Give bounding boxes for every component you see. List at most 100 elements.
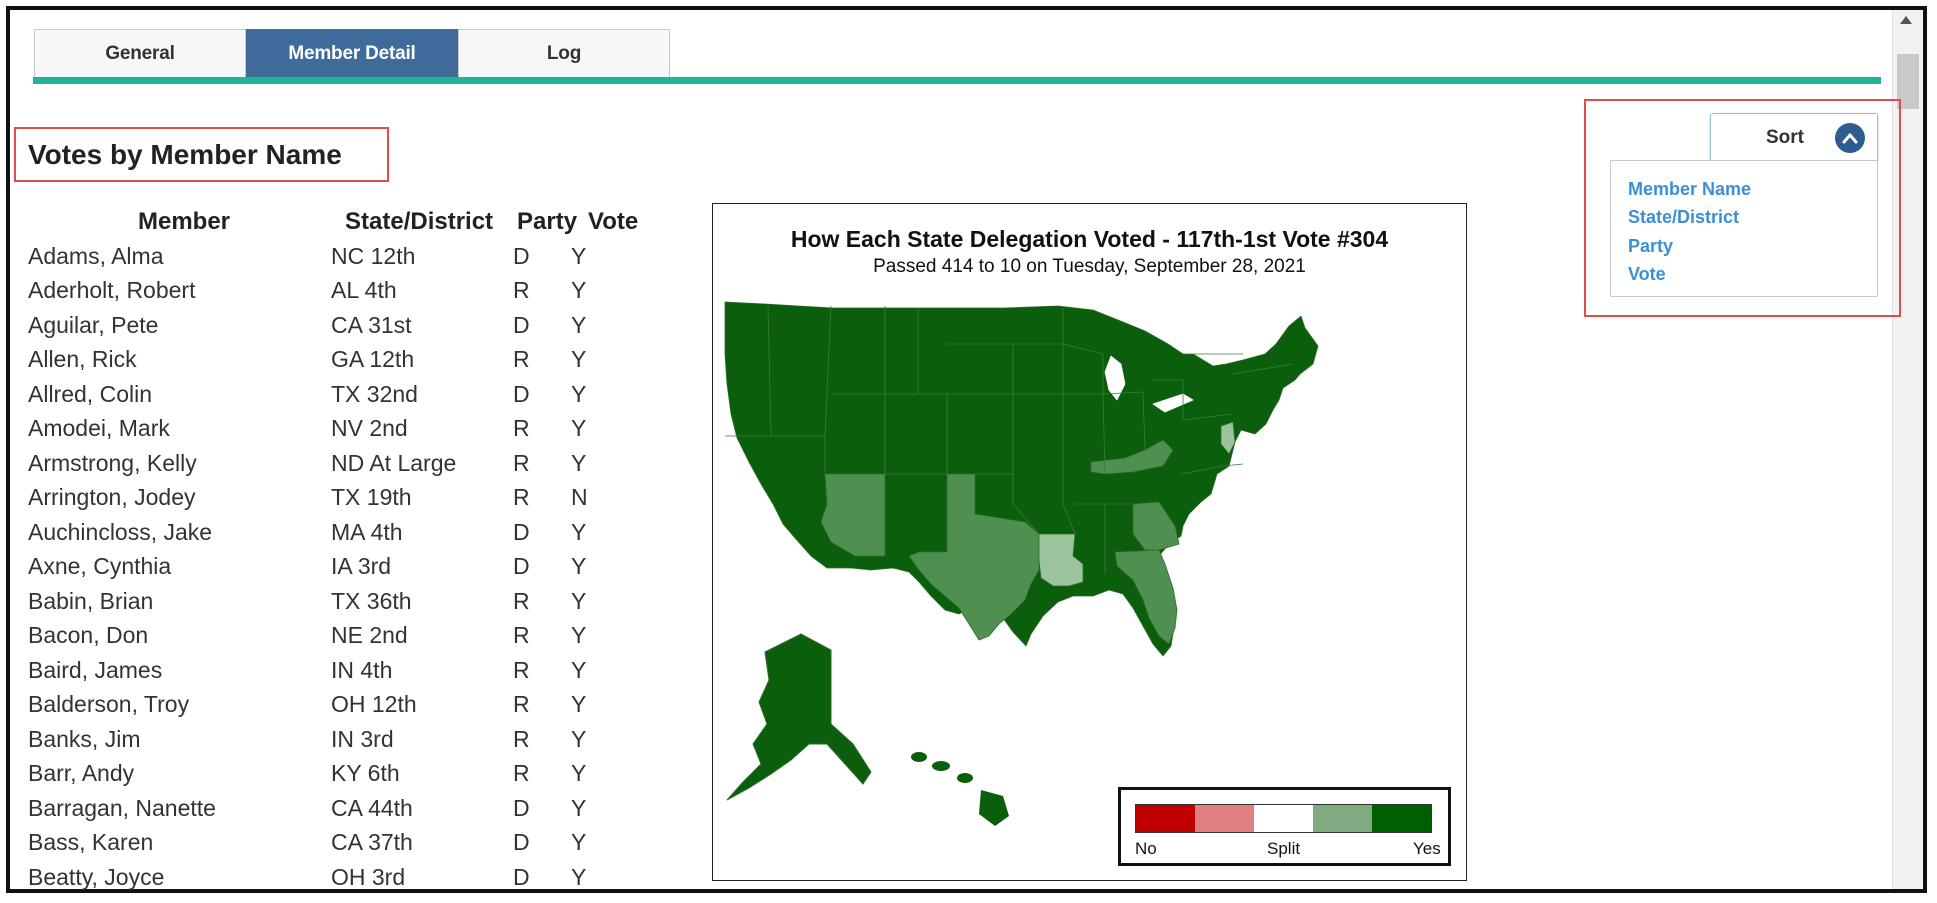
state-district-cell: TX 19th	[331, 484, 412, 511]
state-district-cell: CA 44th	[331, 794, 413, 821]
map-state-borders	[725, 305, 1294, 574]
map-region-alaska	[726, 633, 872, 801]
chevron-up-icon[interactable]	[1835, 123, 1865, 153]
tab-general[interactable]: General	[34, 29, 246, 77]
table-row: Barragan, Nanette CA 44th D Y	[23, 791, 648, 826]
vote-cell: Y	[571, 311, 587, 338]
table-row: Armstrong, Kelly ND At Large R Y	[23, 446, 648, 481]
member-name-cell: Baird, James	[28, 656, 163, 683]
member-name-cell: Balderson, Troy	[28, 691, 190, 718]
sort-menu: Member Name State/District Party Vote	[1610, 160, 1878, 297]
map-title: How Each State Delegation Voted - 117th-…	[790, 226, 1389, 252]
table-row: Bacon, Don NE 2nd R Y	[23, 619, 648, 654]
member-name-cell: Axne, Cynthia	[28, 553, 172, 580]
table-row: Arrington, Jodey TX 19th R N	[23, 481, 648, 516]
vote-cell: Y	[571, 587, 587, 614]
vote-cell: Y	[571, 346, 587, 373]
state-district-cell: OH 3rd	[331, 863, 406, 890]
member-name-cell: Aguilar, Pete	[28, 311, 159, 338]
table-row: Babin, Brian TX 36th R Y	[23, 584, 648, 619]
state-district-cell: CA 31st	[331, 311, 412, 338]
state-district-cell: IA 3rd	[331, 553, 392, 580]
table-row: Auchincloss, Jake MA 4th D Y	[23, 515, 648, 550]
sort-option-state-district[interactable]: State/District	[1628, 207, 1740, 227]
party-cell: D	[513, 311, 530, 338]
scroll-thumb[interactable]	[1897, 54, 1919, 109]
header-member: Member	[137, 208, 231, 235]
map-region-arizona	[820, 473, 886, 557]
state-district-cell: NC 12th	[331, 242, 416, 269]
map-subtitle: Passed 414 to 10 on Tuesday, September 2…	[873, 256, 1306, 277]
party-cell: R	[513, 622, 530, 649]
state-district-cell: AL 4th	[331, 277, 397, 304]
member-name-cell: Beatty, Joyce	[28, 863, 165, 890]
member-name-cell: Auchincloss, Jake	[28, 518, 213, 545]
state-district-cell: KY 6th	[331, 760, 400, 787]
table-row: Adams, Alma NC 12th D Y	[23, 239, 648, 274]
state-district-cell: IN 3rd	[331, 725, 394, 752]
member-vote-table: Member State/District Party Vote Adams, …	[23, 205, 648, 895]
us-map	[724, 301, 1319, 826]
table-row: Amodei, Mark NV 2nd R Y	[23, 412, 648, 447]
party-cell: R	[513, 587, 530, 614]
legend-label-no: No	[1135, 839, 1157, 858]
state-district-cell: TX 36th	[331, 587, 412, 614]
member-name-cell: Armstrong, Kelly	[28, 449, 197, 476]
vote-cell: Y	[571, 242, 587, 269]
table-row: Banks, Jim IN 3rd R Y	[23, 722, 648, 757]
vote-cell: Y	[571, 277, 587, 304]
vote-cell: Y	[571, 518, 587, 545]
header-vote: Vote	[588, 208, 639, 235]
map-region-kentucky	[1090, 439, 1174, 475]
table-header: Member State/District Party Vote	[23, 205, 648, 239]
state-district-cell: TX 32nd	[331, 380, 418, 407]
legend-label-split: Split	[1267, 839, 1301, 858]
party-cell: R	[513, 656, 530, 683]
party-cell: D	[513, 242, 530, 269]
party-cell: R	[513, 277, 530, 304]
sort-option-member-name[interactable]: Member Name	[1628, 179, 1752, 199]
tab-log[interactable]: Log	[458, 29, 670, 77]
party-cell: R	[513, 449, 530, 476]
party-cell: D	[513, 553, 530, 580]
table-row: Allen, Rick GA 12th R Y	[23, 343, 648, 378]
vote-cell: N	[571, 484, 588, 511]
map-region-hawaii	[911, 752, 1009, 826]
table-row: Aguilar, Pete CA 31st D Y	[23, 308, 648, 343]
legend-swatch	[1372, 805, 1431, 832]
party-cell: D	[513, 863, 530, 890]
scroll-up-arrow-icon[interactable]	[1900, 16, 1912, 24]
state-district-cell: NV 2nd	[331, 415, 408, 442]
legend-swatch	[1195, 805, 1254, 832]
legend-swatch	[1254, 805, 1313, 832]
sort-highlight-box	[1584, 99, 1901, 317]
map-legend: No Split Yes	[1118, 787, 1451, 866]
vote-cell: Y	[571, 725, 587, 752]
vote-cell: Y	[571, 415, 587, 442]
sort-option-vote[interactable]: Vote	[1628, 264, 1666, 284]
party-cell: D	[513, 518, 530, 545]
table-row: Aderholt, Robert AL 4th R Y	[23, 274, 648, 309]
vertical-scrollbar[interactable]	[1892, 10, 1923, 889]
vote-cell: Y	[571, 829, 587, 856]
member-name-cell: Arrington, Jodey	[28, 484, 196, 511]
sort-toggle-button[interactable]: Sort	[1710, 113, 1878, 162]
vote-cell: Y	[571, 449, 587, 476]
state-district-cell: ND At Large	[331, 449, 457, 476]
party-cell: R	[513, 346, 530, 373]
vote-cell: Y	[571, 691, 587, 718]
state-vote-map-card: How Each State Delegation Voted - 117th-…	[712, 203, 1467, 881]
member-name-cell: Barr, Andy	[28, 760, 135, 787]
vote-cell: Y	[571, 760, 587, 787]
map-region-florida	[1114, 549, 1178, 645]
tab-member-detail[interactable]: Member Detail	[246, 29, 458, 77]
state-district-cell: GA 12th	[331, 346, 415, 373]
member-name-cell: Aderholt, Robert	[28, 277, 196, 304]
member-name-cell: Bass, Karen	[28, 829, 154, 856]
member-name-cell: Bacon, Don	[28, 622, 149, 649]
tab-bar: General Member Detail Log	[34, 29, 670, 77]
legend-swatches	[1135, 804, 1432, 833]
heading-highlight-box: Votes by Member Name	[14, 127, 389, 182]
map-region-texas	[908, 473, 1040, 641]
sort-option-party[interactable]: Party	[1628, 236, 1674, 256]
